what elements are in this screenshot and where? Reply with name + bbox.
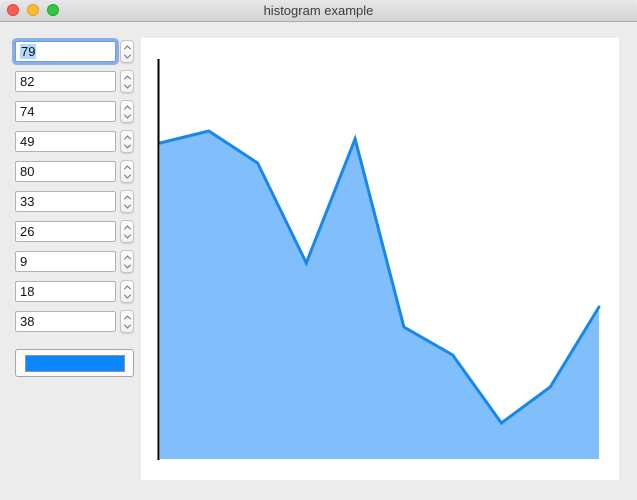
chevron-down-icon (123, 51, 131, 59)
chevron-down-icon (123, 261, 131, 269)
spinbox-row: 38 (15, 310, 134, 333)
spinbox-value: 79 (20, 44, 37, 59)
stepper-up-button[interactable] (122, 254, 132, 262)
spinbox-input-2[interactable]: 74 (15, 101, 116, 122)
spinbox-input-1[interactable]: 82 (15, 71, 116, 92)
stepper-8 (120, 280, 134, 303)
stepper-0 (120, 40, 134, 63)
zoom-button[interactable] (47, 4, 59, 16)
stepper-9 (120, 310, 134, 333)
spinbox-value: 82 (20, 74, 35, 89)
chevron-down-icon (123, 141, 131, 149)
stepper-up-button[interactable] (122, 284, 132, 292)
chevron-down-icon (123, 291, 131, 299)
spinbox-row: 82 (15, 70, 134, 93)
stepper-down-button[interactable] (122, 171, 132, 179)
spinbox-input-7[interactable]: 9 (15, 251, 116, 272)
stepper-down-button[interactable] (122, 261, 132, 269)
spinbox-input-6[interactable]: 26 (15, 221, 116, 242)
spinbox-input-3[interactable]: 49 (15, 131, 116, 152)
stepper-up-button[interactable] (122, 104, 132, 112)
spinbox-value: 9 (20, 254, 28, 269)
chart-area (141, 38, 619, 480)
window-title: histogram example (263, 3, 374, 18)
stepper-4 (120, 160, 134, 183)
stepper-down-button[interactable] (122, 111, 132, 119)
spinbox-row: 18 (15, 280, 134, 303)
spinbox-value: 49 (20, 134, 35, 149)
stepper-down-button[interactable] (122, 201, 132, 209)
area-fill (160, 131, 599, 459)
stepper-2 (120, 100, 134, 123)
spinbox-value: 33 (20, 194, 35, 209)
spinbox-value: 38 (20, 314, 35, 329)
stepper-up-button[interactable] (122, 134, 132, 142)
stepper-down-button[interactable] (122, 51, 132, 59)
data-line (158, 129, 601, 426)
stepper-up-button[interactable] (122, 224, 132, 232)
close-button[interactable] (7, 4, 19, 16)
stepper-1 (120, 70, 134, 93)
stepper-7 (120, 250, 134, 273)
color-button[interactable] (15, 349, 134, 377)
spinbox-row: 49 (15, 130, 134, 153)
spinbox-row: 33 (15, 190, 134, 213)
stepper-up-button[interactable] (122, 164, 132, 172)
stepper-3 (120, 130, 134, 153)
chevron-down-icon (123, 81, 131, 89)
spinbox-row: 80 (15, 160, 134, 183)
spinbox-row: 26 (15, 220, 134, 243)
stepper-down-button[interactable] (122, 81, 132, 89)
chevron-down-icon (123, 321, 131, 329)
spinner-panel: 79 82 74 49 (15, 40, 134, 377)
spinbox-value: 18 (20, 284, 35, 299)
spinbox-input-0[interactable]: 79 (15, 41, 116, 62)
stepper-down-button[interactable] (122, 321, 132, 329)
spinbox-input-5[interactable]: 33 (15, 191, 116, 212)
stepper-up-button[interactable] (122, 194, 132, 202)
chevron-down-icon (123, 201, 131, 209)
stepper-down-button[interactable] (122, 231, 132, 239)
spinbox-value: 80 (20, 164, 35, 179)
spinbox-value: 26 (20, 224, 35, 239)
spinbox-value: 74 (20, 104, 35, 119)
stepper-down-button[interactable] (122, 141, 132, 149)
stepper-down-button[interactable] (122, 291, 132, 299)
minimize-button[interactable] (27, 4, 39, 16)
spinbox-row: 79 (15, 40, 134, 63)
chevron-down-icon (123, 171, 131, 179)
stepper-5 (120, 190, 134, 213)
title-bar[interactable]: histogram example (0, 0, 637, 22)
chevron-down-icon (123, 111, 131, 119)
spinbox-row: 9 (15, 250, 134, 273)
area-chart (157, 59, 601, 460)
stepper-6 (120, 220, 134, 243)
window-controls (7, 4, 59, 16)
spinbox-input-8[interactable]: 18 (15, 281, 116, 302)
spinbox-input-4[interactable]: 80 (15, 161, 116, 182)
spinbox-row: 74 (15, 100, 134, 123)
chevron-down-icon (123, 231, 131, 239)
spinbox-input-9[interactable]: 38 (15, 311, 116, 332)
stepper-up-button[interactable] (122, 44, 132, 52)
stepper-up-button[interactable] (122, 314, 132, 322)
stepper-up-button[interactable] (122, 74, 132, 82)
color-swatch (24, 354, 125, 372)
